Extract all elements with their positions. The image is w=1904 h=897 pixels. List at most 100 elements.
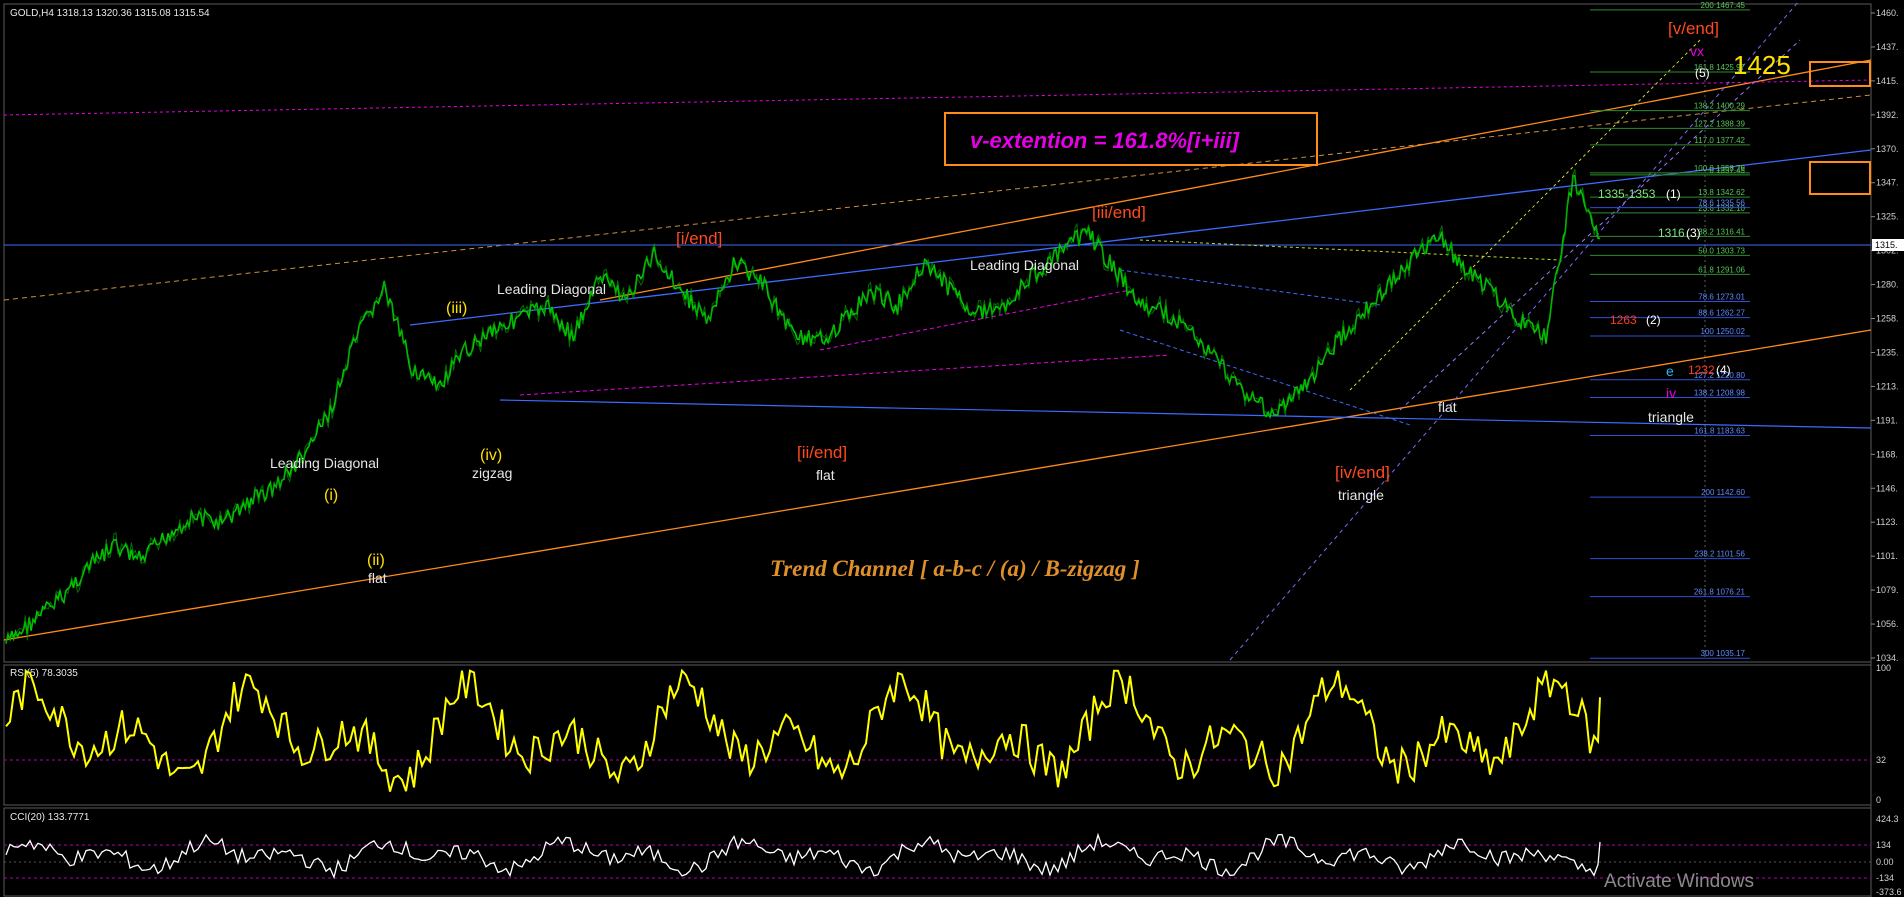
trend-channel-label: Trend Channel [ a-b-c / (a) / B-zigzag ]	[770, 556, 1140, 581]
v-extension-box	[944, 112, 1318, 166]
main-y-tick: 1101.	[1876, 551, 1898, 561]
rsi-panel-title: RSI(5) 78.3035	[10, 668, 78, 679]
vx-top-label: vx	[1690, 43, 1704, 59]
main-y-tick: 1146.	[1876, 483, 1898, 493]
val-1263-label: 1263	[1610, 313, 1637, 327]
main-y-axis: 1460.1437.1415.1392.1370.1347.1325.1302.…	[1871, 8, 1899, 663]
fib-highlight-mid	[1809, 161, 1871, 195]
fib-level-label: 100.0 1358.79	[1694, 164, 1746, 173]
fib-level-label: 88.6 1262.27	[1698, 309, 1745, 318]
wave-iii-label: (iii)	[446, 300, 467, 317]
fib-level-label: 161.8 1425.97	[1694, 63, 1746, 72]
fib-level-label: 200 1142.60	[1701, 488, 1745, 497]
main-panel-title: GOLD,H4 1318.13 1320.36 1315.08 1315.54	[10, 8, 210, 19]
cci-panel-title: CCI(20) 133.7771	[10, 812, 90, 823]
main-y-tick: 1235.	[1876, 347, 1899, 357]
fib-level-label: 117.0 1377.42	[1694, 136, 1745, 145]
range-1335-label: 1335-1353	[1598, 187, 1656, 201]
wave-2-label: (2)	[1646, 313, 1661, 327]
current-price-marker	[1872, 239, 1904, 251]
main-y-tick: 1258.	[1876, 314, 1899, 324]
fib-level-label: 200 1467.45	[1701, 1, 1746, 10]
fib-level-label: 238.2 1101.56	[1694, 550, 1745, 559]
fib-level-label: 127.2 1388.39	[1694, 119, 1746, 128]
flat-label-1: flat	[368, 570, 387, 586]
wave-i-label: (i)	[324, 487, 338, 504]
main-y-tick: 1280.	[1876, 280, 1899, 290]
annotations: v-extention = 161.8%[i+iii] Trend Channe…	[270, 19, 1871, 586]
main-y-tick: 1370.	[1876, 144, 1899, 154]
price-series-wicks	[5, 169, 1599, 645]
wave-e-label: e	[1666, 363, 1674, 379]
main-y-tick: 1168.	[1876, 449, 1898, 459]
main-y-tick: 1325.	[1876, 212, 1899, 222]
v-extension-label: v-extention = 161.8%[i+iii]	[970, 128, 1240, 153]
cci-tick-max: 424.3	[1876, 814, 1899, 824]
fib-level-label: 127.2 1220.80	[1694, 371, 1746, 380]
rsi-series	[5, 668, 1601, 792]
main-y-tick: 1191.	[1876, 415, 1898, 425]
wave-ii-label: (ii)	[367, 552, 385, 569]
leading-diagonal-3: Leading Diagonal	[970, 257, 1079, 273]
main-y-tick: 1213.	[1876, 381, 1899, 391]
main-y-tick: 1415.	[1876, 76, 1899, 86]
rsi-tick-100: 100	[1876, 663, 1891, 673]
wave-1-label: (1)	[1666, 187, 1681, 201]
rsi-tick-32: 32	[1876, 755, 1886, 765]
activate-windows-watermark: Activate Windows	[1604, 871, 1754, 892]
fib-level-label: 13.8 1342.62	[1698, 188, 1745, 197]
v-end-label: [v/end]	[1668, 19, 1719, 38]
triangle-label-1: triangle	[1338, 487, 1384, 503]
current-price-label: 1315.	[1875, 240, 1898, 250]
leading-diagonal-1: Leading Diagonal	[270, 455, 379, 471]
fib-level-label: 138.2 1208.98	[1694, 389, 1746, 398]
val-1316-label: 1316	[1658, 226, 1685, 240]
fib-level-label: 0 1357.45	[1709, 166, 1745, 175]
fib-level-label: 100 1250.02	[1701, 327, 1746, 336]
fib-level-label: 138.2 1400.29	[1694, 102, 1746, 111]
main-y-tick: 1437.	[1876, 42, 1899, 52]
main-y-tick: 1460.	[1876, 8, 1899, 18]
iii-end-label: [iii/end]	[1092, 203, 1146, 222]
main-y-tick: 1034.	[1876, 653, 1899, 663]
fib-level-label: 261.8 1076.21	[1694, 588, 1746, 597]
zigzag-label: zigzag	[472, 465, 512, 481]
iv-end-label: [iv/end]	[1335, 463, 1390, 482]
wave-4-label: (4)	[1716, 363, 1731, 377]
fib-highlight-top	[1809, 61, 1871, 87]
fib-level-label: 161.8 1183.63	[1694, 427, 1745, 436]
rsi-panel-frame	[3, 664, 1872, 806]
wave-5-label: (5)	[1695, 66, 1710, 80]
flat-label-2: flat	[816, 467, 835, 483]
i-end-label: [i/end]	[676, 229, 722, 248]
main-y-tick: 1347.	[1876, 178, 1899, 188]
cci-tick-plus: 134	[1876, 840, 1891, 850]
ii-end-label: [ii/end]	[797, 443, 847, 462]
fib-level-label: 38.2 1316.41	[1698, 227, 1745, 236]
cci-tick-minus: -134	[1876, 873, 1894, 883]
cci-tick-min: -373.6	[1876, 887, 1902, 897]
wave-iv-label: (iv)	[480, 447, 502, 464]
fib-level-label: 300 1035.17	[1701, 649, 1746, 658]
main-y-tick: 1079.	[1876, 585, 1899, 595]
fib-level-label: 78.6 1335.56	[1698, 199, 1745, 208]
main-y-tick: 1392.	[1876, 110, 1899, 120]
cci-series	[5, 832, 1601, 880]
wave-iv-small-label: iv	[1666, 385, 1676, 401]
cci-tick-zero: 0.00	[1876, 857, 1894, 867]
fib-level-label: 78.6 1273.01	[1698, 292, 1745, 301]
fibonacci-levels: 200 1467.45 161.8 1425.97 138.2 1400.29 127…	[1590, 1, 1750, 659]
rsi-tick-0: 0	[1876, 795, 1881, 805]
val-1232-label: 1232	[1688, 363, 1715, 377]
leading-diagonal-2: Leading Diagonal	[497, 281, 606, 297]
wave-3-label: (3)	[1686, 226, 1701, 240]
flat-label-3: flat	[1438, 399, 1457, 415]
trendlines	[3, 0, 1872, 661]
triangle-label-2: triangle	[1648, 409, 1694, 425]
main-y-tick: 1056.	[1876, 619, 1899, 629]
main-y-tick: 1123.	[1876, 517, 1898, 527]
fib-level-label: 23.6 1332.10	[1698, 204, 1745, 213]
fib-level-label: 61.8 1291.06	[1698, 265, 1745, 274]
target-1425-label: 1425	[1733, 50, 1791, 80]
